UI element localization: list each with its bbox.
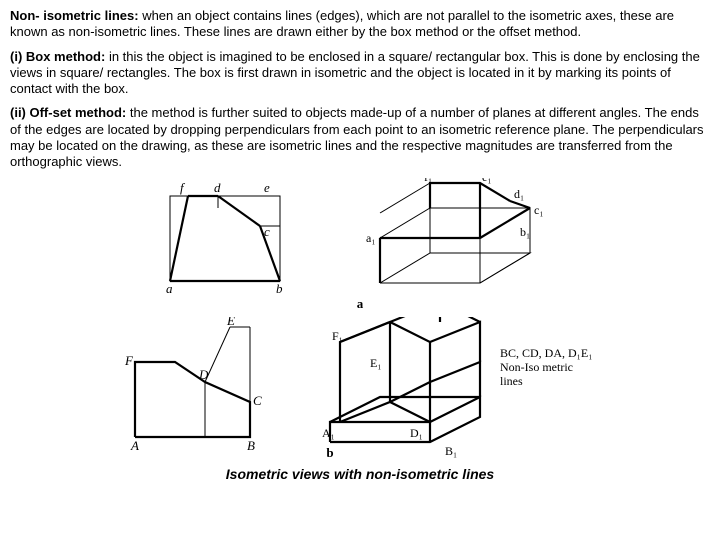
fig-a-label: a — [357, 296, 364, 311]
lbl-e: e — [264, 180, 270, 195]
figure-b: A B C D E F A₁ B₁ D₁ E₁ F₁ BC, CD, DA, D… — [10, 317, 710, 462]
lbl-F1: F₁ — [332, 329, 343, 343]
note-line2: Non-Iso metric — [500, 360, 573, 374]
lbl-E: E — [226, 317, 235, 328]
lbl-F: F — [124, 353, 134, 368]
para-boxmethod: (i) Box method: in this the object is im… — [10, 49, 710, 98]
bold-nonisometric: Non- isometric lines: — [10, 8, 139, 23]
note-line1: BC, CD, DA, D₁E₁ — [500, 346, 592, 360]
lbl-f1: f₁ — [424, 178, 432, 184]
lbl-e1: e₁ — [482, 178, 492, 184]
bold-boxmethod: (i) Box method: — [10, 49, 105, 64]
lbl-d1: d₁ — [514, 187, 524, 201]
lbl-c1: c₁ — [534, 203, 544, 217]
lbl-B: B — [247, 438, 255, 453]
lbl-b: b — [276, 281, 283, 296]
lbl-a: a — [166, 281, 173, 296]
lbl-B1: B₁ — [445, 444, 457, 458]
lbl-A: A — [130, 438, 139, 453]
para-nonisometric: Non- isometric lines: when an object con… — [10, 8, 710, 41]
lbl-D: D — [198, 367, 209, 382]
lbl-c: c — [264, 224, 270, 239]
para-offsetmethod: (ii) Off-set method: the method is furth… — [10, 105, 710, 170]
lbl-d: d — [214, 180, 221, 195]
lbl-a1: a₁ — [366, 231, 376, 245]
lbl-b1: b₁ — [520, 225, 530, 239]
text-boxmethod: in this the object is imagined to be enc… — [10, 49, 700, 97]
bold-offsetmethod: (ii) Off-set method: — [10, 105, 126, 120]
figure-caption: Isometric views with non-isometric lines — [10, 466, 710, 484]
lbl-E1: E₁ — [370, 356, 382, 370]
figure-a: a b c d e f f₁ e₁ d₁ c₁ b₁ a₁ a — [10, 178, 710, 313]
note-line3: lines — [500, 374, 523, 388]
lbl-A1: A₁ — [322, 426, 335, 440]
lbl-D1: D₁ — [410, 426, 423, 440]
lbl-f: f — [180, 180, 186, 195]
fig-b-label: b — [326, 445, 333, 460]
lbl-C: C — [253, 393, 262, 408]
